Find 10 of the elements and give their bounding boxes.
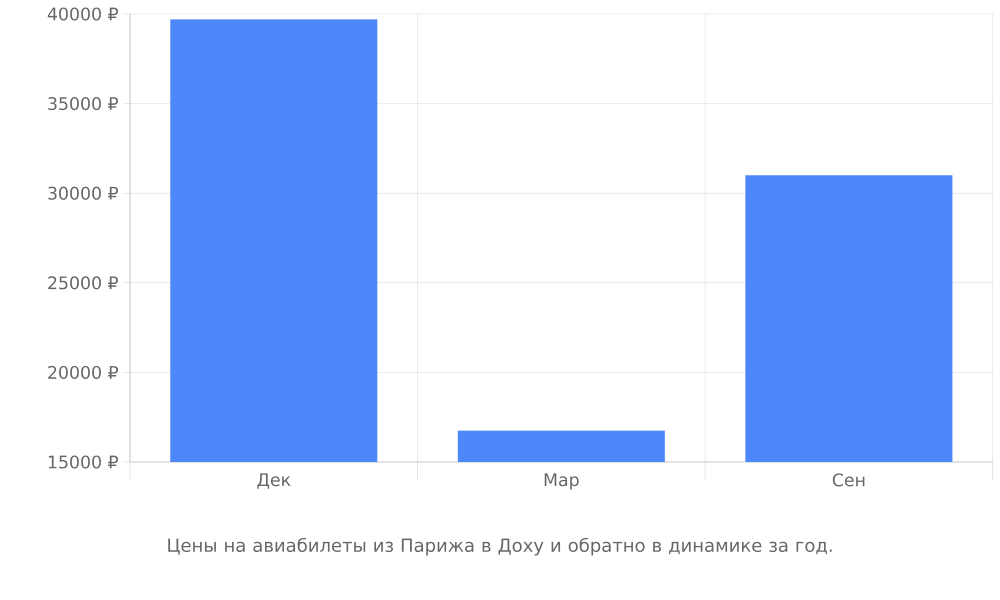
y-tick-label: 30000 ₽ [48, 186, 118, 200]
text: Цены на авиабилеты из Парижа в Доху и обратно в динамике за год. [168, 538, 832, 556]
x-tick-label: Дек [257, 473, 291, 489]
x-tick-label: Мар [544, 473, 579, 490]
y-tick-label: 15000 ₽ [48, 455, 118, 469]
y-tick-label: 35000 ₽ [48, 97, 118, 110]
y-tick-label: 25000 ₽ [48, 276, 118, 290]
y-tick-label: 20000 ₽ [48, 366, 118, 379]
x-tick-label: Сен [832, 473, 864, 486]
y-tick-label: 40000 ₽ [48, 7, 118, 21]
